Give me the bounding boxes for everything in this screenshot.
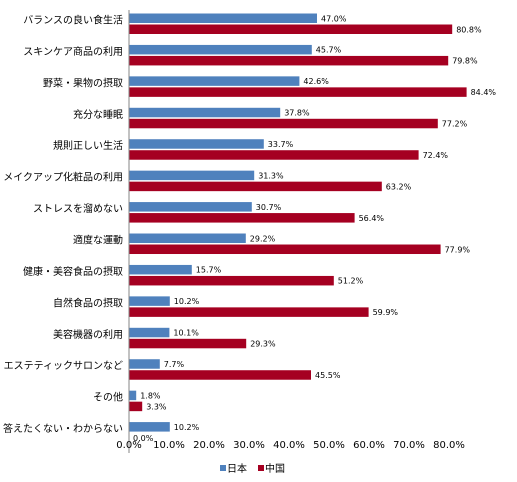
- bar-japan: [129, 296, 170, 306]
- data-label: 72.4%: [423, 151, 449, 160]
- data-label: 31.3%: [258, 171, 284, 180]
- data-label: 56.4%: [359, 214, 385, 223]
- x-axis-ticks: 0.0% 10.0% 20.0% 30.0% 40.0% 50.0% 60.0% 70.0% 8…: [116, 440, 465, 451]
- data-label: 42.6%: [303, 77, 329, 86]
- x-tick-label: 20.0%: [193, 440, 225, 451]
- data-label: 79.8%: [452, 57, 478, 66]
- bar-japan: [129, 359, 160, 369]
- data-label: 63.2%: [386, 182, 412, 191]
- bar-japan: [129, 327, 170, 338]
- legend: 日本 中国: [220, 462, 285, 475]
- bar-japan: [129, 44, 312, 55]
- bar-china: [129, 370, 311, 380]
- bar-china: [129, 24, 453, 34]
- bar-china: [129, 181, 382, 192]
- bar-japan: [129, 202, 252, 212]
- data-label: 1.8%: [140, 391, 161, 400]
- x-tick-label: 70.0%: [393, 440, 425, 451]
- bar-china: [129, 338, 247, 349]
- value-labels: 47.0% 80.8% 45.7% 79.8% 42.6% 84.4% 37.8% 77.2%…: [133, 14, 496, 443]
- data-label: 29.2%: [250, 234, 276, 243]
- category-label: 規則正しい生活: [53, 139, 123, 152]
- data-label: 30.7%: [256, 203, 282, 212]
- category-label: ストレスを溜めない: [33, 202, 123, 215]
- data-label: 80.8%: [456, 25, 482, 34]
- bar-china: [129, 55, 449, 66]
- data-label: 29.3%: [250, 340, 276, 349]
- legend-swatch-japan: [220, 465, 226, 471]
- bar-japan: [129, 139, 264, 149]
- data-label: 10.2%: [174, 423, 200, 432]
- category-label: エステティックサロンなど: [4, 360, 123, 372]
- data-label: 15.7%: [196, 266, 222, 275]
- bar-japan: [129, 107, 281, 118]
- data-label: 77.2%: [442, 120, 468, 129]
- data-label: 45.5%: [315, 371, 341, 380]
- data-label: 37.8%: [284, 109, 310, 118]
- bar-china: [129, 213, 355, 223]
- x-tick-label: 30.0%: [233, 440, 265, 451]
- data-label: 47.0%: [321, 14, 347, 23]
- category-labels: バランスの良い食生活スキンケア商品の利用野菜・果物の摂取充分な睡眠規則正しい生活…: [3, 14, 123, 436]
- data-label: 10.2%: [174, 297, 200, 306]
- x-tick-label: 40.0%: [273, 440, 305, 451]
- x-tick-label: 60.0%: [353, 440, 385, 451]
- legend-label: 中国: [265, 462, 285, 475]
- category-label: スキンケア商品の利用: [23, 45, 123, 58]
- bar-china: [129, 87, 467, 97]
- bar-japan: [129, 390, 137, 401]
- x-tick-label: 80.0%: [433, 440, 465, 451]
- data-label: 7.7%: [164, 360, 185, 369]
- data-label: 84.4%: [471, 88, 497, 97]
- category-label: 美容機器の利用: [53, 328, 123, 341]
- data-label: 0.0%: [133, 434, 154, 443]
- bar-china: [129, 401, 143, 412]
- bar-china: [129, 118, 438, 129]
- category-label: 適度な運動: [73, 234, 123, 247]
- data-label: 45.7%: [316, 46, 342, 55]
- category-label: バランスの良い食生活: [23, 14, 123, 27]
- bar-japan: [129, 170, 255, 181]
- data-label: 77.9%: [445, 245, 471, 254]
- data-label: 10.1%: [173, 329, 199, 338]
- bar-japan: [129, 76, 300, 86]
- bar-china: [129, 150, 419, 160]
- x-tick-label: 50.0%: [313, 440, 345, 451]
- bar-japan: [129, 422, 170, 432]
- category-label: その他: [93, 391, 123, 404]
- legend-label: 日本: [227, 462, 247, 475]
- bar-japan: [129, 13, 317, 23]
- category-label: 野菜・果物の摂取: [43, 76, 123, 89]
- bar-china: [129, 244, 441, 255]
- x-tick-label: 0.0%: [116, 440, 141, 451]
- bar-japan: [129, 264, 192, 275]
- category-label: 答えたくない・わからない: [3, 422, 123, 435]
- bar-china: [129, 307, 369, 317]
- bar-china: [129, 275, 334, 286]
- data-label: 51.2%: [338, 277, 364, 286]
- data-label: 3.3%: [146, 402, 167, 411]
- data-label: 59.9%: [373, 308, 399, 317]
- category-label: 充分な睡眠: [73, 108, 123, 121]
- bar-japan: [129, 233, 246, 244]
- bars: [129, 13, 467, 432]
- x-tick-label: 10.0%: [153, 440, 185, 451]
- category-label: メイクアップ化粧品の利用: [3, 171, 123, 184]
- data-label: 33.7%: [268, 140, 294, 149]
- category-label: 自然食品の摂取: [53, 296, 123, 309]
- category-label: 健康・美容食品の摂取: [23, 265, 123, 278]
- legend-swatch-china: [258, 465, 264, 471]
